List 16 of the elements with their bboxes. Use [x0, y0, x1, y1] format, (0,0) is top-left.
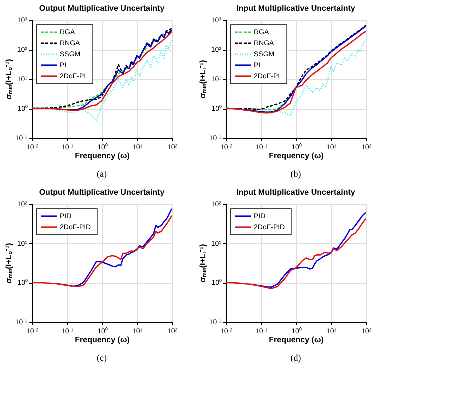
y-axis-title: σₘᵢₙ(I+Lᵢ⁻¹) — [198, 244, 208, 283]
chart-title: Output Multiplicative Uncertainty — [39, 188, 166, 197]
y-axis-title: σₘᵢₙ(I+Lₒ⁻¹) — [4, 242, 14, 284]
y-axis-title: σₘᵢₙ(I+Lₒ⁻¹) — [4, 58, 14, 100]
text: (b) — [290, 169, 302, 179]
x-axis-title: Frequency (ω) — [269, 336, 324, 344]
x-axis-title: Frequency (ω) — [269, 152, 324, 160]
chart-title: Input Multiplicative Uncertainty — [236, 188, 356, 197]
text: (d) — [290, 353, 302, 363]
chart-title: Input Multiplicative Uncertainty — [236, 4, 356, 13]
chart-title: Output Multiplicative Uncertainty — [39, 4, 166, 13]
y-axis-title: σₘᵢₙ(I+Lᵢ⁻¹) — [198, 60, 208, 99]
x-axis-title: Frequency (ω) — [75, 336, 130, 344]
text: (c) — [97, 353, 107, 363]
x-axis-title: Frequency (ω) — [75, 152, 130, 160]
text: (a) — [97, 169, 107, 179]
